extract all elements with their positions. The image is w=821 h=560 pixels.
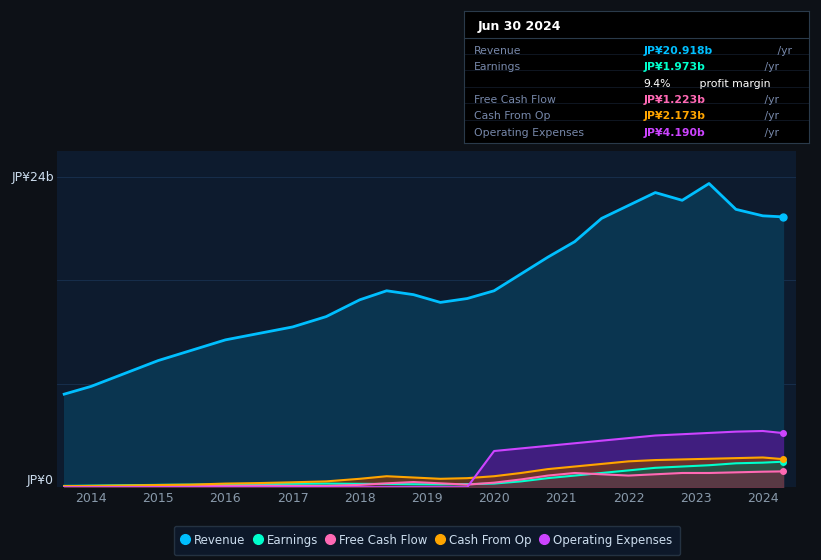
- Text: JP¥1.973b: JP¥1.973b: [643, 62, 705, 72]
- Text: Cash From Op: Cash From Op: [475, 111, 551, 122]
- Text: /yr: /yr: [761, 128, 779, 138]
- Text: 9.4%: 9.4%: [643, 78, 671, 88]
- Text: Revenue: Revenue: [475, 46, 521, 55]
- Text: JP¥2.173b: JP¥2.173b: [643, 111, 705, 122]
- Text: JP¥20.918b: JP¥20.918b: [643, 46, 713, 55]
- Text: /yr: /yr: [761, 62, 779, 72]
- Text: /yr: /yr: [761, 111, 779, 122]
- Text: Earnings: Earnings: [475, 62, 521, 72]
- Text: Jun 30 2024: Jun 30 2024: [478, 20, 562, 34]
- Text: Operating Expenses: Operating Expenses: [475, 128, 585, 138]
- Text: /yr: /yr: [761, 95, 779, 105]
- Text: /yr: /yr: [774, 46, 792, 55]
- Text: Free Cash Flow: Free Cash Flow: [475, 95, 556, 105]
- Text: profit margin: profit margin: [695, 78, 770, 88]
- Text: JP¥0: JP¥0: [27, 474, 54, 487]
- Text: JP¥1.223b: JP¥1.223b: [643, 95, 705, 105]
- Legend: Revenue, Earnings, Free Cash Flow, Cash From Op, Operating Expenses: Revenue, Earnings, Free Cash Flow, Cash …: [174, 526, 680, 555]
- Text: JP¥4.190b: JP¥4.190b: [643, 128, 705, 138]
- Text: JP¥24b: JP¥24b: [11, 171, 54, 184]
